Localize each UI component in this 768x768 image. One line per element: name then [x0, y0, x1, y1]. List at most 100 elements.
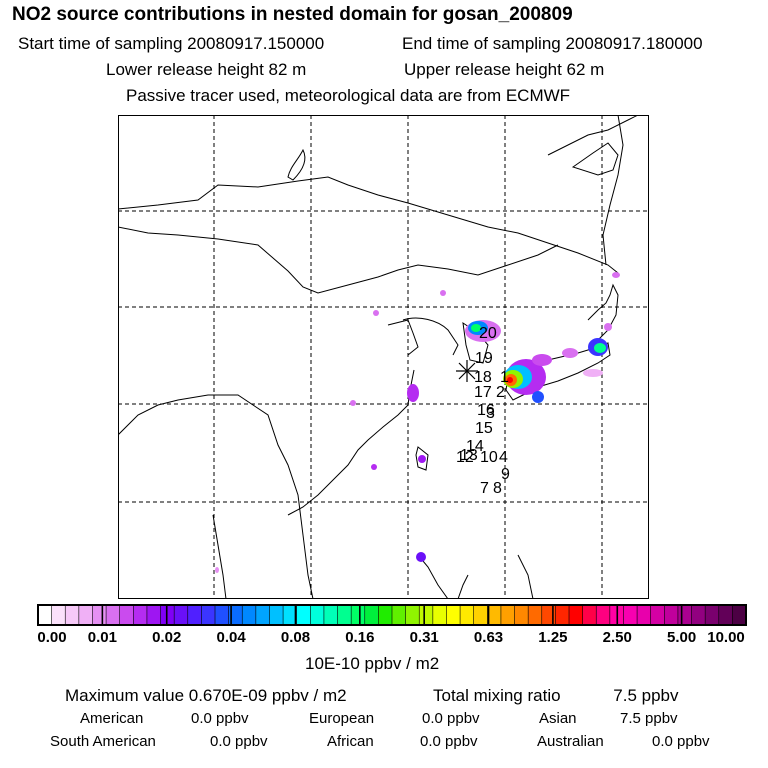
total-mixing-ratio: Total mixing ratio 7.5 ppbv [433, 686, 679, 706]
track-label: 18 [474, 369, 492, 386]
track-label: 1 [500, 369, 509, 386]
color-scale-cell [119, 604, 135, 626]
region-name: South American [50, 733, 156, 750]
color-scale-tick-label: 2.50 [602, 629, 632, 646]
color-scale-cell [269, 604, 284, 626]
color-scale-cell [78, 604, 94, 626]
coastlines [118, 115, 639, 599]
track-label: 10 [480, 449, 498, 466]
track-label: 3 [486, 405, 495, 422]
color-scale-cell [201, 604, 216, 626]
color-scale-cell [582, 604, 598, 626]
color-scale-cell [623, 604, 638, 626]
color-scale-cell [405, 604, 421, 626]
color-scale-cell [704, 604, 720, 626]
color-scale-cell [541, 604, 557, 626]
color-scale-cell [473, 604, 489, 626]
track-label: 2 [496, 384, 505, 401]
color-scale-cell [527, 604, 543, 626]
color-scale-tick-label: 10.00 [707, 629, 745, 646]
color-scale-cell [337, 604, 352, 626]
color-scale-cell [133, 604, 148, 626]
total-value: 7.5 ppbv [613, 686, 679, 705]
track-label: 17 [474, 384, 492, 401]
color-scale-cell [146, 604, 162, 626]
color-scale-cell [187, 604, 203, 626]
color-scale-cell [391, 604, 407, 626]
color-scale-cell [255, 604, 271, 626]
color-scale-cell [241, 604, 257, 626]
color-scale-cell [64, 604, 80, 626]
color-scale-tick-label: 0.63 [473, 629, 504, 646]
unit-label: 10E-10 ppbv / m2 [305, 654, 440, 673]
color-scale-cell [296, 604, 312, 626]
region-value: 7.5 ppbv [620, 710, 678, 727]
track-label: 16 [477, 402, 495, 419]
color-scale-cell [732, 604, 747, 626]
region-value: 0.0 ppbv [191, 710, 249, 727]
color-scale-cell [173, 604, 189, 626]
color-scale-cell [500, 604, 516, 626]
color-scale-border [37, 604, 747, 626]
track-label: 13 [460, 447, 478, 464]
color-scale-cell [555, 604, 570, 626]
region-name: Australian [537, 733, 604, 750]
map-title: NO2 source contributions in nested domai… [12, 4, 573, 25]
color-scale-cell [595, 604, 611, 626]
track-label: 8 [493, 480, 502, 497]
color-scale-cell [664, 604, 679, 626]
region-name: European [309, 710, 375, 727]
sampling-end: End time of sampling 20080917.180000 [402, 34, 703, 53]
color-scale-tick-label: 0.01 [87, 629, 117, 646]
region-name: Asian [539, 710, 577, 727]
track-labels: 20 19 18 17 16 15 14 13 12 10 4 9 7 8 1 … [456, 325, 510, 497]
color-scale-cell [432, 604, 448, 626]
color-scale-cell [568, 604, 584, 626]
track-label: 7 [480, 480, 489, 497]
color-scale-cell [37, 604, 53, 626]
color-scale-cell [350, 604, 366, 626]
color-scale-tick-label: 0.16 [345, 629, 375, 646]
color-scale-cell [446, 604, 461, 626]
region-value: 0.0 ppbv [210, 733, 268, 750]
color-scale-cell [92, 604, 107, 626]
color-scale-bar [37, 604, 747, 626]
color-scale-cell [105, 604, 121, 626]
color-scale-cell [636, 604, 652, 626]
region-name: African [327, 733, 374, 750]
track-label: 20 [479, 325, 497, 342]
color-scale-cell [677, 604, 693, 626]
lat-lon-grid [118, 115, 649, 599]
color-scale-tick-label: 0.31 [409, 629, 439, 646]
track-label: 14 [466, 438, 484, 455]
no2-contribution-field [215, 272, 620, 573]
map-frame: 20 19 18 17 16 15 14 13 12 10 4 9 7 8 1 … [118, 115, 649, 599]
tracer-note: Passive tracer used, meteorological data… [126, 86, 571, 105]
color-scale-tick-label: 0.02 [152, 629, 182, 646]
max-value: Maximum value 0.670E-09 ppbv / m2 [65, 686, 347, 705]
color-scale-cell [323, 604, 339, 626]
color-scale-cell [650, 604, 666, 626]
asterisk-icon [456, 360, 478, 382]
color-scale-tick-label: 0.04 [216, 629, 246, 646]
color-scale-tick-label: 0.00 [37, 629, 67, 646]
sampling-start: Start time of sampling 20080917.150000 [18, 34, 325, 53]
color-scale-cell [160, 604, 175, 626]
total-label: Total mixing ratio [433, 686, 561, 705]
track-label: 4 [499, 449, 508, 466]
track-label: 19 [475, 350, 493, 367]
color-scale-tick-label: 1.25 [538, 629, 568, 646]
color-scale-tick-label: 0.08 [280, 629, 311, 646]
color-scale-cell [514, 604, 529, 626]
color-scale-cell [459, 604, 475, 626]
region-value: 0.0 ppbv [420, 733, 478, 750]
color-scale-cell [691, 604, 706, 626]
color-scale-cell [310, 604, 325, 626]
color-scale-cell [718, 604, 734, 626]
color-scale-cell [378, 604, 393, 626]
track-label: 15 [475, 420, 493, 437]
region-value: 0.0 ppbv [652, 733, 710, 750]
track-label: 9 [501, 466, 510, 483]
color-scale-cell [364, 604, 380, 626]
color-scale-cell [487, 604, 502, 626]
